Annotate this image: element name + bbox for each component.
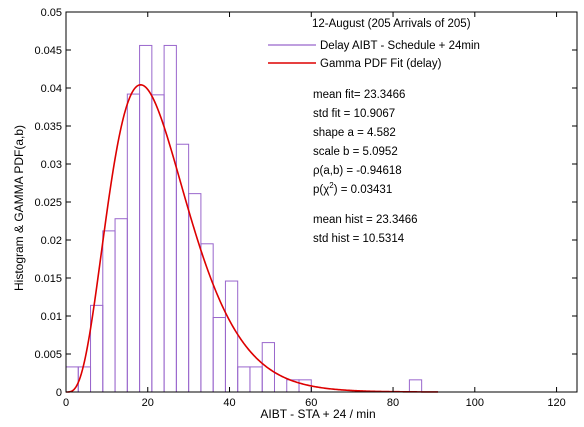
stat-rho: ρ(a,b) = -0.94618 <box>313 165 402 177</box>
histogram-bar <box>212 317 226 393</box>
y-tick-label: 0.03 <box>41 159 62 171</box>
y-axis-label: Histogram & GAMMA PDF(a,b) <box>12 125 26 291</box>
stat-mean-hist: mean hist = 23.3466 <box>313 214 418 226</box>
y-tick-label: 0 <box>56 387 62 399</box>
histogram-bar <box>151 94 165 393</box>
histogram-bar <box>175 143 190 393</box>
x-tick-label: 100 <box>466 397 484 409</box>
legend-entry-fit: Gamma PDF Fit (delay) <box>320 58 442 70</box>
stat-scale: scale b = 5.0952 <box>313 146 398 158</box>
stat-std-fit: std fit = 10.9067 <box>313 108 395 120</box>
histogram-bar <box>65 366 79 393</box>
histogram-bar <box>126 93 141 393</box>
stat-mean-fit: mean fit= 23.3466 <box>313 89 405 101</box>
histogram-bar <box>249 366 263 393</box>
y-tick-label: 0.02 <box>41 235 62 247</box>
x-tick-label: 120 <box>547 397 565 409</box>
histogram-bar <box>102 230 116 393</box>
legend: 12-August (205 Arrivals of 205) Delay AI… <box>268 18 480 70</box>
y-tick-label: 0.05 <box>41 7 62 19</box>
histogram-bar <box>408 379 423 393</box>
y-tick-label: 0.005 <box>34 349 62 361</box>
y-tick-label: 0.045 <box>34 45 62 57</box>
gamma-fit-line <box>66 83 439 393</box>
x-tick-label: 20 <box>142 397 154 409</box>
y-tick-label: 0.035 <box>34 121 62 133</box>
legend-title: 12-August (205 Arrivals of 205) <box>312 18 471 30</box>
y-tick-label: 0.01 <box>41 311 62 323</box>
stat-p-chi2: p(χ2) = 0.03431 <box>313 181 392 196</box>
x-tick-label: 0 <box>63 397 69 409</box>
stat-p-sup: 2 <box>329 181 334 190</box>
histogram-bar <box>163 44 177 393</box>
histogram-bar <box>188 193 202 393</box>
x-axis-label: AIBT - STA + 24 / min <box>260 407 375 421</box>
y-tick-label: 0.04 <box>41 83 62 95</box>
y-tick-label: 0.015 <box>34 273 62 285</box>
x-tick-label: 80 <box>387 397 399 409</box>
stat-p-suffix: ) = 0.03431 <box>334 184 393 196</box>
x-tick-label: 40 <box>223 397 235 409</box>
legend-entry-histogram: Delay AIBT - Schedule + 24min <box>320 40 480 52</box>
histogram-bar <box>114 218 128 393</box>
ticks: 0 20 40 60 80 100 120 0 0.005 0.01 0.015 0.02 0.025 0… <box>34 7 577 409</box>
x-tick-label: 60 <box>305 397 317 409</box>
stats-annotation: mean fit= 23.3466 std fit = 10.9067 shap… <box>313 89 418 245</box>
histogram-bar <box>237 366 251 393</box>
histogram-bar <box>224 280 239 393</box>
stat-shape: shape a = 4.582 <box>313 127 396 139</box>
histogram-bar <box>139 44 153 393</box>
y-tick-label: 0.025 <box>34 197 62 209</box>
stat-std-hist: std hist = 10.5314 <box>313 233 405 245</box>
stat-p-prefix: p(χ <box>313 184 329 196</box>
